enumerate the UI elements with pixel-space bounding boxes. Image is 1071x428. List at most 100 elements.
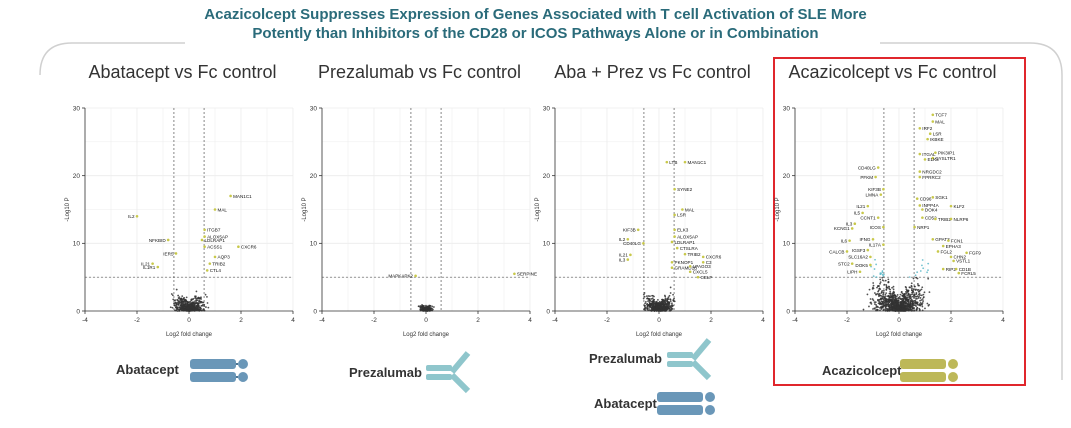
gene-point bbox=[666, 298, 668, 301]
gene-point bbox=[905, 286, 907, 289]
gene-point bbox=[883, 273, 885, 276]
labeled-gene-point bbox=[949, 204, 953, 208]
gene-point bbox=[178, 301, 180, 303]
x-tick-label: -2 bbox=[371, 317, 377, 324]
gene-point bbox=[892, 285, 895, 288]
gene-point bbox=[881, 297, 884, 299]
labeled-gene-point bbox=[931, 120, 935, 123]
labeled-gene-point bbox=[229, 194, 232, 198]
gene-point bbox=[913, 300, 915, 302]
x-tick-label: -4 bbox=[82, 317, 88, 324]
gene-point bbox=[185, 300, 188, 303]
gene-point bbox=[918, 292, 921, 295]
labeled-gene-point bbox=[151, 262, 154, 265]
x-tick-label: -2 bbox=[134, 317, 140, 324]
gene-point bbox=[906, 291, 908, 294]
gene-label: ALOX5AP bbox=[677, 234, 698, 239]
gene-point bbox=[927, 277, 930, 280]
gene-label: FPRRC2 bbox=[922, 175, 941, 180]
labeled-gene-point bbox=[673, 187, 676, 191]
panel-title: Aba + Prez vs Fc control bbox=[554, 62, 751, 82]
gene-point bbox=[198, 299, 201, 302]
gene-label: MAL bbox=[685, 207, 695, 212]
labeled-gene-point bbox=[688, 265, 692, 268]
gene-point bbox=[901, 302, 903, 305]
gene-point bbox=[205, 306, 207, 308]
labeled-gene-point bbox=[213, 208, 217, 211]
x-tick-label: 0 bbox=[897, 317, 901, 324]
gene-point bbox=[921, 305, 924, 308]
labeled-gene-point bbox=[926, 137, 929, 141]
labeled-gene-point bbox=[681, 208, 684, 211]
gene-point bbox=[169, 306, 172, 309]
gene-point bbox=[203, 303, 206, 306]
gene-point bbox=[896, 293, 899, 296]
gene-point bbox=[897, 299, 900, 302]
labeled-gene-point bbox=[931, 237, 935, 241]
gene-point bbox=[183, 304, 186, 307]
gene-point bbox=[664, 302, 666, 305]
gene-point bbox=[910, 289, 913, 291]
gene-point bbox=[879, 288, 882, 290]
gene-point bbox=[201, 304, 204, 306]
acazicolcept-highlight-box bbox=[773, 57, 1026, 386]
gene-point bbox=[884, 293, 887, 296]
gene-point bbox=[909, 306, 911, 309]
gene-label: MAL bbox=[935, 119, 945, 124]
gene-point bbox=[922, 300, 924, 302]
gene-point bbox=[173, 304, 176, 307]
gene-point bbox=[902, 308, 905, 311]
gene-point bbox=[880, 306, 882, 308]
gene-point bbox=[870, 302, 873, 305]
gene-point bbox=[666, 308, 669, 311]
gene-label: IL21 bbox=[856, 204, 865, 209]
labeled-gene-point bbox=[675, 246, 679, 250]
gene-point bbox=[176, 299, 179, 302]
gene-point bbox=[874, 308, 876, 310]
gene-label: GRAMD1B bbox=[675, 265, 698, 270]
gene-label: IKBKE bbox=[930, 137, 944, 142]
gene-point bbox=[197, 309, 199, 312]
gene-point bbox=[647, 304, 650, 306]
gene-label: CTSLRA bbox=[680, 246, 699, 251]
labeled-gene-point bbox=[882, 187, 885, 191]
x-tick-label: 2 bbox=[709, 317, 713, 324]
gene-point bbox=[907, 307, 910, 310]
gene-label: CYSLTR1 bbox=[935, 156, 956, 161]
gene-point bbox=[178, 296, 181, 299]
labeled-gene-point bbox=[850, 262, 854, 265]
gene-label: CD52 bbox=[925, 215, 937, 220]
gene-point bbox=[915, 305, 918, 307]
gene-label: PIK3IP1 bbox=[938, 150, 955, 155]
gene-point bbox=[651, 300, 654, 303]
gene-point bbox=[180, 301, 183, 304]
gene-point bbox=[672, 300, 675, 302]
gene-point bbox=[182, 305, 185, 308]
gene-point bbox=[663, 294, 666, 297]
gene-point bbox=[905, 304, 908, 307]
drug-label-prezalumab: Prezalumab bbox=[349, 365, 422, 380]
gene-point bbox=[668, 294, 671, 297]
gene-point bbox=[192, 304, 195, 307]
gene-point bbox=[909, 286, 911, 289]
gene-point bbox=[177, 294, 180, 297]
gene-point bbox=[896, 306, 898, 308]
gene-point bbox=[668, 301, 671, 304]
gene-point bbox=[906, 295, 908, 297]
gene-point bbox=[647, 309, 650, 311]
gene-point bbox=[920, 288, 923, 291]
labeled-gene-point bbox=[670, 260, 674, 264]
drug-label-abatacept: Abatacept bbox=[116, 362, 179, 377]
labeled-gene-point bbox=[952, 259, 955, 263]
gene-point bbox=[652, 302, 655, 305]
gene-point bbox=[900, 290, 903, 293]
gene-point bbox=[919, 289, 922, 292]
gene-point bbox=[910, 300, 912, 302]
labeled-gene-point bbox=[166, 238, 170, 242]
labeled-gene-point bbox=[957, 271, 961, 275]
gene-point bbox=[884, 310, 887, 312]
x-tick-label: 2 bbox=[476, 317, 480, 324]
prezalumab-antibody-icon bbox=[667, 338, 712, 381]
gene-point bbox=[915, 297, 917, 300]
